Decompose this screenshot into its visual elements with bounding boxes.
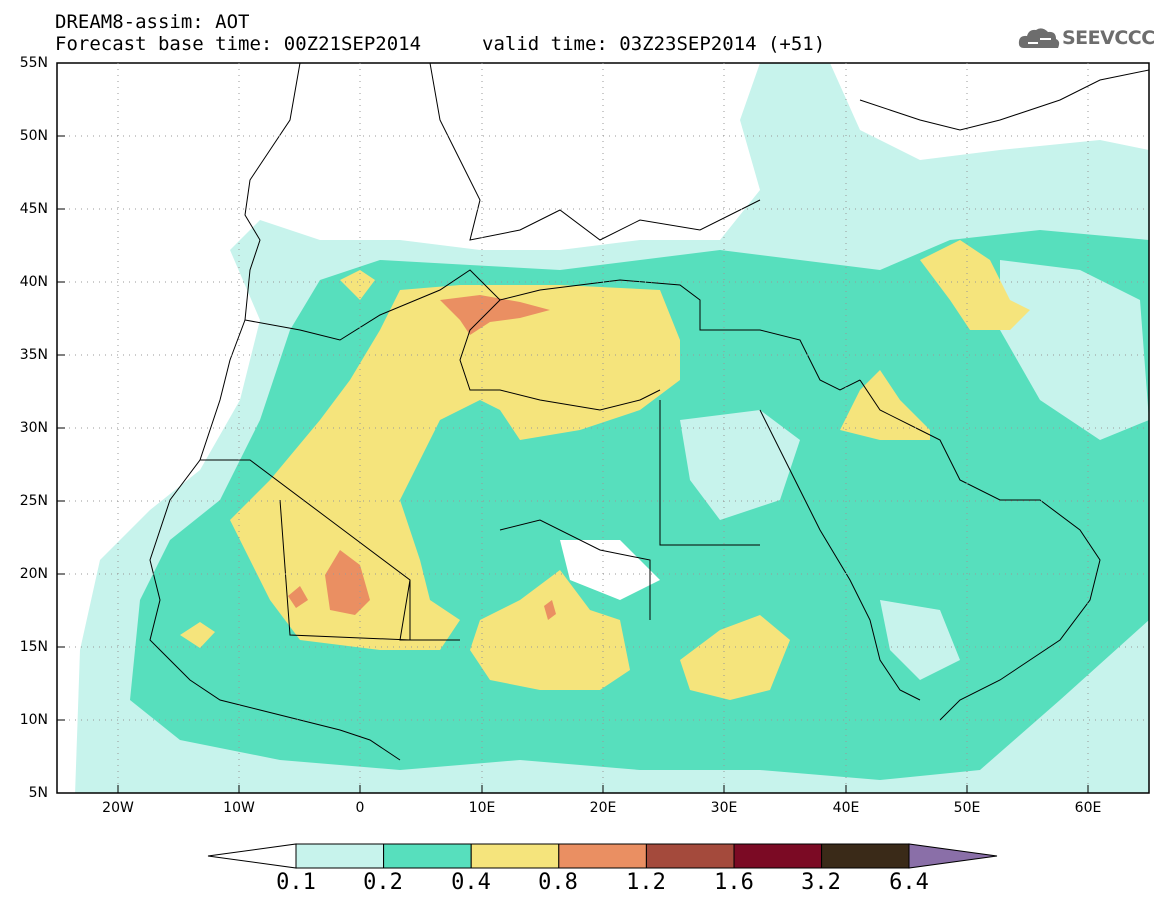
logo-text: SEEVCCC — [1062, 27, 1155, 49]
lon-label: 40E — [832, 800, 860, 816]
lon-label: 10W — [223, 800, 255, 816]
lat-label: 55N — [19, 55, 48, 71]
lat-label: 30N — [19, 420, 48, 436]
colorbar-swatch — [470, 843, 560, 869]
colorbar-label: 1.6 — [714, 870, 754, 895]
colorbar-label: 0.1 — [276, 870, 316, 895]
aot-field — [57, 63, 1149, 793]
lat-label: 45N — [19, 201, 48, 217]
lon-label: 20W — [102, 800, 134, 816]
graticule — [57, 63, 1149, 793]
forecast-base-time: Forecast base time: 00Z21SEP2014 — [55, 33, 422, 55]
lon-label: 50E — [953, 800, 981, 816]
lat-label: 35N — [19, 347, 48, 363]
colorbar-over-arrow — [908, 843, 998, 869]
lon-label: 10E — [468, 800, 496, 816]
colorbar-label: 6.4 — [889, 870, 929, 895]
colorbar-swatch — [295, 843, 385, 869]
colorbar-label: 1.2 — [626, 870, 666, 895]
lon-label: 0 — [355, 800, 365, 816]
colorbar-swatch — [558, 843, 647, 869]
colorbar-swatch — [733, 843, 823, 869]
colorbar-label: 0.4 — [451, 870, 491, 895]
colorbar-swatch — [645, 843, 735, 869]
chart-title: DREAM8-assim: AOT — [55, 11, 250, 33]
lon-label: 30E — [710, 800, 738, 816]
lat-label: 15N — [19, 639, 48, 655]
cloud-logo-icon — [1018, 28, 1060, 48]
lat-label: 10N — [19, 712, 48, 728]
lat-label: 5N — [28, 785, 48, 801]
colorbar-swatch — [821, 843, 910, 869]
colorbar-swatch — [383, 843, 472, 869]
colorbar-label: 0.2 — [363, 870, 403, 895]
axis-ticks — [57, 62, 1089, 794]
colorbar-label: 0.8 — [538, 870, 578, 895]
colorbar-under-arrow — [207, 843, 297, 869]
colorbar-label: 3.2 — [801, 870, 841, 895]
valid-time: valid time: 03Z23SEP2014 (+51) — [482, 33, 826, 55]
lat-label: 50N — [19, 128, 48, 144]
lat-label: 20N — [19, 566, 48, 582]
lon-label: 60E — [1074, 800, 1102, 816]
lat-label: 25N — [19, 493, 48, 509]
lat-label: 40N — [19, 274, 48, 290]
lon-label: 20E — [589, 800, 617, 816]
